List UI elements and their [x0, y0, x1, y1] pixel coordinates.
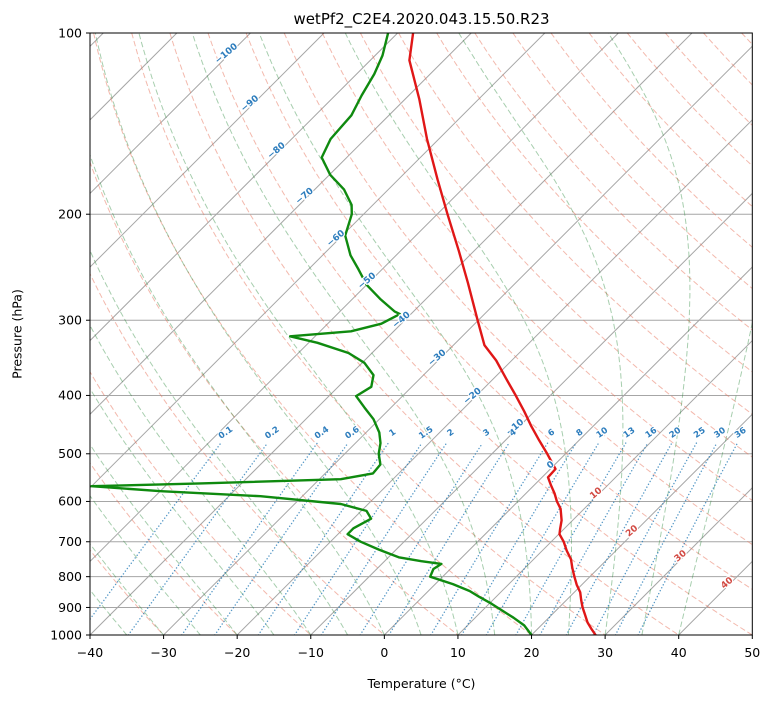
svg-text:0.1: 0.1 [217, 425, 235, 442]
svg-text:600: 600 [58, 494, 82, 509]
svg-text:40: 40 [671, 645, 687, 660]
svg-text:−80: −80 [266, 141, 288, 162]
pressure-gridlines [90, 33, 753, 635]
svg-text:−90: −90 [239, 94, 261, 115]
dry-adiabats [90, 33, 753, 635]
svg-text:−30: −30 [427, 348, 449, 369]
svg-text:0.4: 0.4 [313, 425, 331, 442]
svg-text:−20: −20 [462, 386, 484, 407]
x-axis-label: Temperature (°C) [367, 676, 476, 691]
svg-text:−60: −60 [325, 229, 347, 250]
svg-text:10: 10 [450, 645, 466, 660]
svg-text:8: 8 [575, 427, 586, 439]
svg-text:200: 200 [58, 207, 82, 222]
svg-text:36: 36 [733, 426, 748, 441]
svg-text:30: 30 [597, 645, 613, 660]
svg-text:16: 16 [644, 426, 659, 441]
svg-text:−30: −30 [150, 645, 176, 660]
dewpoint-line [90, 33, 533, 635]
svg-text:−20: −20 [224, 645, 250, 660]
svg-text:300: 300 [58, 313, 82, 328]
svg-text:40: 40 [719, 576, 735, 592]
svg-text:−70: −70 [294, 186, 316, 207]
svg-text:25: 25 [692, 426, 707, 441]
moist-adiabats [90, 33, 753, 635]
svg-text:50: 50 [744, 645, 760, 660]
plot-frame [89, 32, 753, 636]
svg-text:20: 20 [668, 426, 683, 441]
svg-text:−100: −100 [213, 42, 240, 67]
svg-text:−40: −40 [391, 310, 413, 331]
svg-text:0.2: 0.2 [263, 425, 281, 442]
chart-title: wetPf2_C2E4.2020.043.15.50.R23 [293, 10, 550, 28]
svg-text:400: 400 [58, 388, 82, 403]
svg-text:800: 800 [58, 569, 82, 584]
svg-text:1000: 1000 [50, 627, 82, 642]
svg-text:−40: −40 [77, 645, 103, 660]
svg-text:100: 100 [58, 25, 82, 40]
y-axis-ticks: 100 200 300 400 500 600 700 800 900 1000 [50, 25, 90, 642]
svg-text:500: 500 [58, 446, 82, 461]
svg-text:700: 700 [58, 534, 82, 549]
svg-text:900: 900 [58, 600, 82, 615]
mixing-ratio-labels: 0.1 0.2 0.4 0.6 1 1.5 2 3 4 6 8 10 13 16 20 25 30 36 [216, 424, 750, 443]
svg-text:20: 20 [524, 645, 540, 660]
svg-text:10: 10 [588, 486, 604, 502]
svg-text:2: 2 [446, 427, 457, 439]
svg-text:20: 20 [624, 524, 640, 540]
mixing-ratio-lines [90, 442, 739, 635]
svg-text:1: 1 [388, 427, 399, 439]
svg-text:−10: −10 [298, 645, 324, 660]
plot-content [90, 33, 753, 635]
svg-text:13: 13 [622, 426, 637, 441]
isotherm-lines [90, 33, 753, 635]
temperature-line [408, 33, 597, 635]
x-axis-ticks: −40 −30 −20 −10 0 10 20 30 40 50 [77, 635, 760, 660]
svg-text:0: 0 [380, 645, 388, 660]
svg-text:3: 3 [481, 427, 492, 439]
